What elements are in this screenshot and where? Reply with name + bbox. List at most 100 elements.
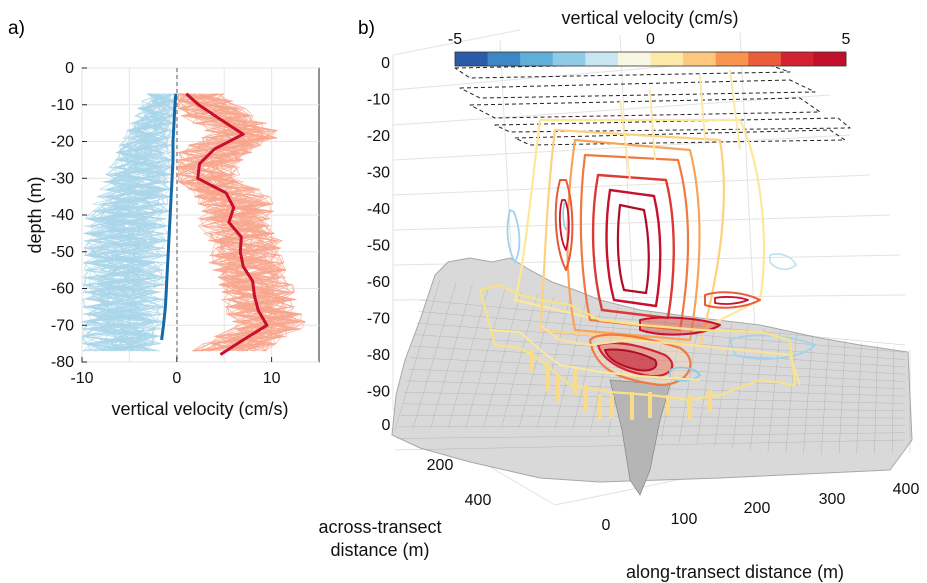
y-tick-label: -30 (51, 170, 74, 187)
panel-a-plot: -10 0 10 0 -10 -20 -30 -40 -50 -60 -70 -80 (51, 60, 320, 387)
bathymetry-mesh-line (714, 323, 732, 447)
x-tick-label: -10 (70, 370, 93, 387)
mean-upwelling-line (185, 92, 269, 356)
y-tick-label: -40 (51, 207, 74, 224)
panel-b-along-ticks: 0 100 200 300 400 (602, 481, 920, 534)
velocity-contours (454, 61, 851, 420)
along-tick-label: 200 (744, 500, 771, 517)
y-tick-label: -50 (51, 244, 74, 261)
bathymetry-mesh-line (483, 292, 522, 427)
across-transect-label-line1: across-transect (318, 517, 441, 537)
bathymetry-mesh-line (394, 279, 441, 431)
colorbar-segment (455, 52, 489, 66)
x-tick-label: 10 (263, 370, 281, 387)
bathymetry-mesh-line (554, 301, 587, 429)
depth-tick-label: -40 (367, 201, 390, 218)
y-tick-label: -80 (51, 354, 74, 371)
colorbar-tick-label: 0 (646, 31, 655, 48)
colorbar-segment (715, 52, 749, 66)
colorbar-segment (487, 52, 521, 66)
upwelling-profile (178, 93, 292, 352)
across-tick-label: 0 (382, 417, 391, 434)
mean-downwelling-line (160, 93, 178, 341)
depth-tick-label: -70 (367, 311, 390, 328)
depth-tick-label: -20 (367, 128, 390, 145)
along-tick-label: 100 (671, 511, 698, 528)
downwelling-profile (82, 93, 172, 352)
colorbar-segment (552, 52, 586, 66)
bathymetry-mesh-line (803, 335, 814, 454)
across-tick-label: 200 (427, 457, 454, 474)
y-tick-label: 0 (65, 60, 74, 77)
along-tick-label: 300 (819, 491, 846, 508)
panel-a-xlabel: vertical velocity (cm/s) (111, 399, 288, 419)
across-transect-label-line2: distance (m) (330, 540, 429, 560)
colorbar (454, 51, 847, 67)
panel-a-label: a) (8, 18, 25, 39)
colorbar-ticks: -5 0 5 (448, 31, 851, 48)
y-tick-label: -10 (51, 97, 74, 114)
downwelling-profile (85, 93, 177, 352)
bathymetry-mesh-line (408, 368, 906, 390)
colorbar-title: vertical velocity (cm/s) (561, 8, 738, 28)
bathymetry-mesh-line (856, 342, 862, 455)
colorbar-segment (683, 52, 717, 66)
panel-a-individual-profiles (81, 93, 307, 352)
downwelling-profile (86, 93, 175, 352)
colorbar-segment (617, 52, 651, 66)
along-tick-label: 0 (602, 517, 611, 534)
downwelling-profile (81, 93, 176, 352)
depth-tick-label: -80 (367, 347, 390, 364)
bathymetry-mesh-line (412, 345, 906, 375)
along-transect-label: along-transect distance (m) (626, 562, 844, 582)
colorbar-segment (585, 52, 619, 66)
panel-b-label: b) (358, 18, 375, 39)
bathymetry-mesh-line (414, 334, 906, 368)
panel-a-mean-profiles (160, 92, 269, 356)
depth-tick-label: -50 (367, 238, 390, 255)
bathymetry-mesh-line (820, 337, 830, 455)
bathymetry-mesh-line (572, 304, 603, 430)
panel-a-y-ticks: 0 -10 -20 -30 -40 -50 -60 -70 -80 (51, 60, 87, 371)
colorbar-segment (650, 52, 684, 66)
panel-a-x-ticks: -10 0 10 (70, 357, 281, 387)
downwelling-profile (82, 93, 172, 352)
depth-tick-label: -60 (367, 274, 390, 291)
bathymetry-mesh-line (465, 289, 506, 427)
upwelling-profile (177, 93, 302, 352)
bathymetry-mesh-line (412, 282, 457, 430)
bathymetry-mesh-line (419, 299, 906, 346)
bathymetry-mesh-line (696, 320, 716, 445)
downwelling-profile (90, 93, 175, 352)
bathymetry-mesh-line (501, 294, 538, 427)
depth-tick-label: -10 (367, 92, 390, 109)
bathymetry-mesh-line (519, 296, 554, 427)
bathymetry-mesh-line (874, 345, 878, 454)
colorbar-tick-label: 5 (842, 31, 851, 48)
bathymetry-mesh-line (785, 333, 797, 454)
across-tick-label: 400 (465, 492, 492, 509)
colorbar-tick-label: -5 (448, 31, 462, 48)
colorbar-frame (454, 51, 847, 67)
panel-a-ylabel: depth (m) (25, 176, 45, 253)
y-tick-label: -70 (51, 317, 74, 334)
y-tick-label: -20 (51, 134, 74, 151)
depth-tick-label: -30 (367, 165, 390, 182)
bathymetry-mesh-line (418, 311, 906, 353)
colorbar-segment (748, 52, 782, 66)
along-tick-label: 400 (893, 481, 920, 498)
colorbar-segment (780, 52, 814, 66)
colorbar-segment (520, 52, 554, 66)
panel-b-across-ticks: 0 200 400 (382, 417, 492, 509)
bathymetry-mesh-line (891, 347, 895, 454)
depth-tick-label: -90 (367, 384, 390, 401)
x-tick-label: 0 (172, 370, 181, 387)
bathymetry-mesh-line (448, 287, 489, 428)
bathymetry-mesh-line (838, 340, 846, 455)
downwelling-profile (82, 93, 173, 352)
downwelling-profile (83, 93, 171, 352)
panel-b-depth-ticks: 0 -10 -20 -30 -40 -50 -60 -70 -80 -90 (367, 55, 390, 401)
bathymetry-mesh-line (767, 330, 781, 452)
